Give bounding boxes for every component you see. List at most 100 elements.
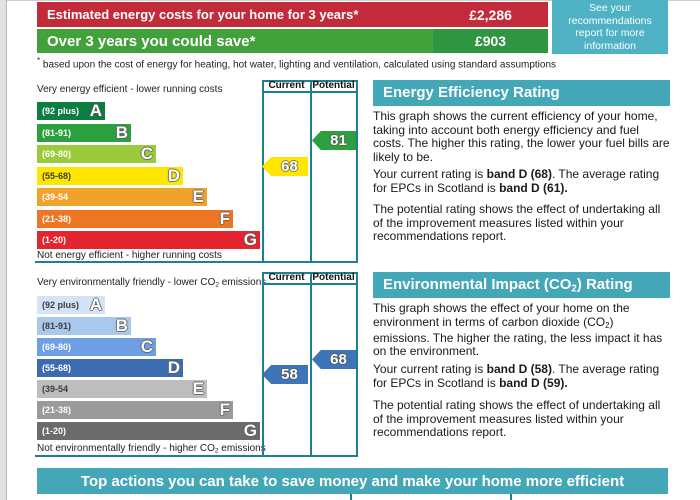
environment-band-d: (55-68) D xyxy=(37,359,183,377)
current-rating-bold: band D (68) xyxy=(486,167,552,181)
energy-band-b: (81-91) B xyxy=(37,124,131,142)
actions-table-divider xyxy=(350,494,352,500)
environment-band-b: (81-91) B xyxy=(37,317,131,335)
top-actions-banner: Top actions you can take to save money a… xyxy=(37,468,668,494)
band-grade-letter: B xyxy=(115,316,128,335)
band-grade-letter: E xyxy=(192,187,204,206)
chart-border-line xyxy=(310,272,312,457)
footnote-text: based upon the cost of energy for heatin… xyxy=(40,59,557,71)
caption-text: Very environmentally friendly - lower CO xyxy=(37,277,216,288)
environment-band-g: (1-20) G xyxy=(37,422,260,440)
band-range-label: (39-54 xyxy=(42,192,69,202)
footnote-marker: * xyxy=(37,56,41,65)
band-range-label: (1-20) xyxy=(42,426,67,436)
paragraph-text: This graph shows the effect of your home… xyxy=(373,301,630,329)
energy-panel-paragraph-1: This graph shows the current efficiency … xyxy=(373,109,670,164)
band-range-label: (92 plus) xyxy=(42,106,80,116)
page-top-edge xyxy=(0,0,700,1)
band-range-label: (92 plus) xyxy=(42,300,80,310)
current-rating-bold: band D (58) xyxy=(486,362,552,376)
co2-subscript: 2 xyxy=(215,281,220,289)
energy-potential-value: 81 xyxy=(330,132,347,149)
band-range-label: (81-91) xyxy=(42,128,72,138)
caption-text: Not environmentally friendly - higher CO xyxy=(37,443,215,454)
energy-current-arrow: 68 xyxy=(262,157,308,176)
band-range-label: (21-38) xyxy=(42,214,72,224)
rating-sentence-text: Your current rating is xyxy=(373,167,487,181)
co2-subscript: 2 xyxy=(214,447,219,455)
band-grade-letter: A xyxy=(89,295,102,314)
band-range-label: (1-20) xyxy=(42,235,67,245)
energy-panel-paragraph-2: Your current rating is band D (68). The … xyxy=(373,167,670,195)
energy-band-f: (21-38) F xyxy=(37,210,233,228)
band-range-label: (55-68) xyxy=(42,363,72,373)
band-range-label: (81-91) xyxy=(42,321,72,331)
co2-subscript: 2 xyxy=(571,283,577,295)
estimated-costs-value: £2,286 xyxy=(433,2,548,27)
energy-band-c: (69-80) C xyxy=(37,145,156,163)
energy-current-header: Current xyxy=(268,80,305,91)
average-rating-bold: band D (61). xyxy=(499,180,568,195)
band-grade-letter: C xyxy=(140,337,153,356)
chart-border-line xyxy=(262,80,264,263)
band-range-label: (69-80) xyxy=(42,149,72,159)
band-range-label: (39-54 xyxy=(42,384,69,394)
environment-panel-paragraph-2: Your current rating is band D (58). The … xyxy=(373,362,670,390)
energy-current-value: 68 xyxy=(281,158,298,175)
energy-caption-top: Very energy efficient - lower running co… xyxy=(37,84,223,95)
average-rating-bold: band D (59). xyxy=(499,375,568,390)
chart-border-line xyxy=(262,272,358,274)
energy-band-d: (55-68) D xyxy=(37,167,183,185)
rating-sentence-text: . The average rating for EPCs in Scotlan… xyxy=(373,167,660,195)
band-grade-letter: G xyxy=(243,421,257,440)
panel-title-text: Environmental Impact (CO xyxy=(383,276,572,293)
caption-text: emissions xyxy=(219,277,267,288)
energy-caption-bottom: Not energy efficient - higher running co… xyxy=(37,250,222,261)
environment-caption-top: Very environmentally friendly - lower CO… xyxy=(37,277,266,289)
band-grade-letter: C xyxy=(140,144,153,163)
energy-panel-title: Energy Efficiency Rating xyxy=(373,80,670,106)
band-range-label: (69-80) xyxy=(42,342,72,352)
savings-label: Over 3 years you could save* xyxy=(37,29,440,53)
panel-title-text: ) Rating xyxy=(576,276,633,293)
chart-bottom-rule xyxy=(35,261,358,263)
actions-table-divider xyxy=(510,494,512,500)
co2-subscript: 2 xyxy=(605,320,610,330)
band-grade-letter: D xyxy=(167,166,180,185)
estimated-costs-label: Estimated energy costs for your home for… xyxy=(37,2,440,27)
environment-band-e: (39-54 E xyxy=(37,380,207,398)
chart-border-line xyxy=(356,80,358,263)
page-left-edge xyxy=(0,0,7,500)
savings-value: £903 xyxy=(433,29,548,53)
environment-current-header: Current xyxy=(268,272,305,283)
energy-potential-header: Potential xyxy=(312,80,355,91)
chart-border-line xyxy=(262,91,358,93)
environment-current-value: 58 xyxy=(281,366,298,383)
band-range-label: (21-38) xyxy=(42,405,72,415)
band-grade-letter: D xyxy=(167,358,180,377)
band-grade-letter: G xyxy=(243,230,257,249)
rating-sentence-text: Your current rating is xyxy=(373,362,487,376)
chart-border-line xyxy=(310,80,312,263)
chart-border-line xyxy=(262,283,358,285)
environment-band-c: (69-80) C xyxy=(37,338,156,356)
band-range-label: (55-68) xyxy=(42,171,72,181)
rating-sentence-text: . The average rating for EPCs in Scotlan… xyxy=(373,362,660,390)
chart-border-line xyxy=(356,272,358,457)
energy-potential-arrow: 81 xyxy=(312,131,356,150)
band-grade-letter: E xyxy=(192,379,204,398)
environment-potential-header: Potential xyxy=(312,272,355,283)
environment-panel-title: Environmental Impact (CO2) Rating xyxy=(373,272,670,298)
energy-band-e: (39-54 E xyxy=(37,188,207,206)
environment-potential-arrow: 68 xyxy=(312,350,356,369)
environment-band-a: (92 plus) A xyxy=(37,296,105,314)
band-grade-letter: F xyxy=(219,400,230,419)
chart-border-line xyxy=(262,80,358,82)
band-grade-letter: A xyxy=(89,101,102,120)
caption-text: emissions xyxy=(218,443,266,454)
footnote: * based upon the cost of energy for heat… xyxy=(37,56,657,70)
environment-panel-paragraph-3: The potential rating shows the effect of… xyxy=(373,398,661,439)
chart-border-line xyxy=(262,272,264,457)
environment-band-f: (21-38) F xyxy=(37,401,233,419)
